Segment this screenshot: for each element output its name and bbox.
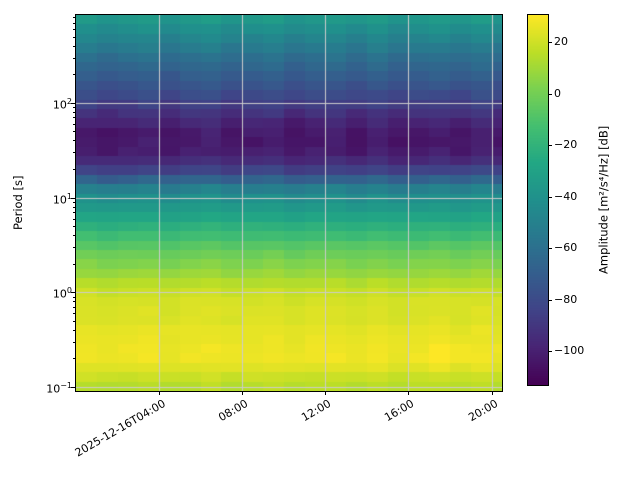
colorbar-label: Amplitude [m²/s⁴/Hz] [dB] [596,125,611,275]
y-minor-tick-mark [72,358,75,359]
y-minor-tick-mark [72,235,75,236]
colorbar-tick-mark [548,197,552,198]
y-minor-tick-mark [72,313,75,314]
colorbar-tick-mark [548,42,552,43]
x-tick-label: 08:00 [216,397,251,425]
y-minor-tick-mark [72,112,75,113]
spectrogram-heatmap-canvas [76,15,502,391]
y-minor-tick-mark [72,226,75,227]
y-minor-tick-mark [72,23,75,24]
y-minor-tick-mark [72,307,75,308]
y-minor-tick-mark [72,117,75,118]
y-minor-tick-mark [72,330,75,331]
colorbar-tick-label: 20 [554,35,568,48]
y-minor-tick-mark [72,342,75,343]
y-minor-tick-mark [72,140,75,141]
colorbar-tick-mark [548,351,552,352]
y-tick-label: 101 [52,192,72,207]
colorbar-tick-mark [548,145,552,146]
y-tick-mark [71,198,75,199]
y-tick-mark [71,292,75,293]
y-minor-tick-mark [72,46,75,47]
colorbar-tick-label: 0 [554,87,561,100]
y-minor-tick-mark [72,37,75,38]
y-tick-mark [71,387,75,388]
y-minor-tick-mark [72,58,75,59]
y-minor-tick-mark [72,219,75,220]
x-tick-label: 2025-12-16T04:00 [72,397,168,460]
colorbar-tick-label: −80 [554,293,578,306]
y-minor-tick-mark [72,301,75,302]
y-minor-tick-mark [72,264,75,265]
x-tick-label: 20:00 [466,397,501,425]
plot-area [75,14,503,392]
y-minor-tick-mark [72,131,75,132]
colorbar-tick-mark [548,300,552,301]
colorbar-tick-mark [548,248,552,249]
y-tick-label: 100 [52,286,72,301]
y-tick-label: 102 [52,97,72,112]
colorbar-tick-label: −60 [554,241,578,254]
x-tick-mark [159,391,160,395]
y-minor-tick-mark [72,124,75,125]
y-minor-tick-mark [72,321,75,322]
y-minor-tick-mark [72,169,75,170]
colorbar [527,14,549,386]
y-minor-tick-mark [72,107,75,108]
x-tick-mark [492,391,493,395]
y-minor-tick-mark [72,74,75,75]
y-minor-tick-mark [72,297,75,298]
colorbar-gradient-canvas [528,15,548,385]
y-axis-label: Period [s] [11,175,25,231]
y-minor-tick-mark [72,207,75,208]
y-minor-tick-mark [72,202,75,203]
colorbar-tick-label: −100 [554,344,585,357]
colorbar-tick-mark [548,94,552,95]
x-tick-label: 12:00 [299,397,334,425]
y-tick-mark [71,103,75,104]
x-tick-mark [242,391,243,395]
y-tick-label: 10−1 [46,381,72,396]
y-minor-tick-mark [72,212,75,213]
x-tick-mark [325,391,326,395]
colorbar-tick-label: −40 [554,190,578,203]
x-tick-mark [408,391,409,395]
y-minor-tick-mark [72,29,75,30]
y-minor-tick-mark [72,152,75,153]
colorbar-tick-label: −20 [554,138,578,151]
x-tick-label: 16:00 [382,397,417,425]
y-minor-tick-mark [72,247,75,248]
y-minor-tick-mark [72,17,75,18]
